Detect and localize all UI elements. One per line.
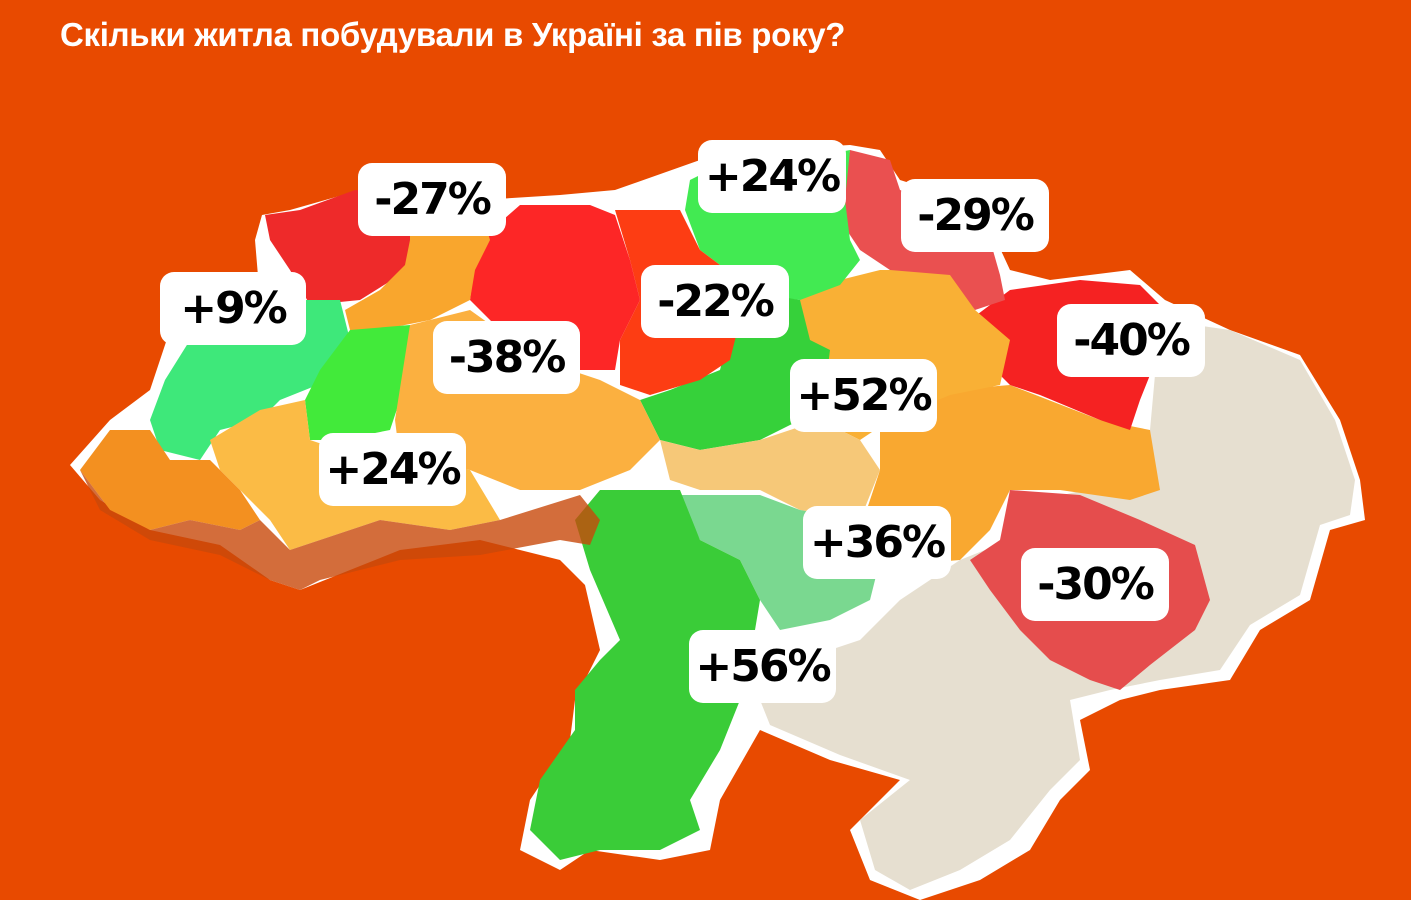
region-label-mykolaiv: +36% — [803, 506, 951, 579]
page-title: Скільки житла побудували в Україні за пі… — [60, 16, 846, 53]
map-edge-shadow — [80, 470, 600, 590]
region-ternopil — [305, 325, 410, 440]
region-label-cherkasy: +52% — [790, 359, 937, 432]
region-odesa — [530, 490, 760, 860]
region-label-khmelnytskyi: -38% — [433, 321, 580, 394]
region-label-kharkiv: -40% — [1057, 304, 1205, 377]
region-label-sumy: -29% — [901, 179, 1049, 252]
region-label-lviv: +9% — [160, 272, 306, 345]
region-kirovohrad — [660, 420, 880, 520]
region-zakarpattia — [80, 430, 260, 530]
region-label-volyn: -27% — [358, 163, 506, 236]
region-label-kyiv: -22% — [641, 265, 789, 338]
region-label-chernihiv: +24% — [698, 140, 846, 213]
region-label-ivano-frankivsk: +24% — [319, 433, 466, 506]
region-label-odesa: +56% — [689, 630, 836, 703]
region-label-zaporizhzhia: -30% — [1021, 548, 1169, 621]
